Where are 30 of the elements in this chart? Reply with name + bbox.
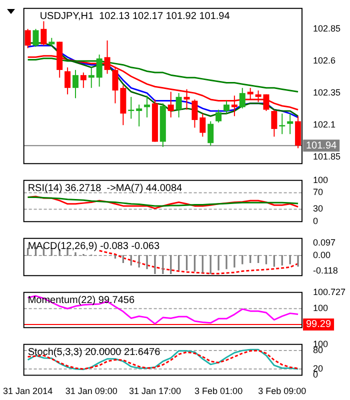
ref-line-label: 99.29	[306, 319, 332, 330]
candlestick	[279, 114, 286, 134]
y-tick-label: 0.00	[313, 250, 331, 260]
y-tick-label: 101.85	[313, 152, 341, 162]
x-tick-label: 31 Jan 2014	[3, 386, 53, 396]
y-tick-label: -0.118	[313, 265, 338, 276]
chart-title: RSI(14) 36.2718 ->MA(7) 44.0084	[28, 183, 183, 194]
y-tick-label: 100	[313, 174, 328, 185]
y-tick-label: 30	[313, 204, 324, 214]
y-tick-label: 0.097	[313, 237, 336, 248]
x-tick-label: 3 Feb 09:00	[258, 386, 306, 396]
x-tick-label: 31 Jan 17:00	[128, 386, 181, 396]
y-tick-label: 100	[313, 303, 328, 314]
line-series	[98, 250, 299, 274]
y-tick-label: 70	[313, 187, 324, 198]
candlestick	[128, 96, 134, 119]
y-tick-label: 102.1	[313, 120, 336, 130]
chart-title: Stoch(5,3,3) 20.0000 21.6476	[28, 347, 161, 358]
candlestick	[144, 96, 150, 118]
y-tick-label: 102.85	[313, 23, 341, 34]
x-tick-label: 31 Jan 09:00	[65, 386, 118, 396]
ref-line-label: 101.94	[306, 140, 338, 152]
x-tick-label: 3 Feb 01:00	[194, 386, 243, 396]
y-tick-label: 102.35	[313, 88, 341, 98]
chart-title: USDJPY,H1 102.13 102.17 101.92 101.94	[40, 11, 230, 22]
candlestick	[136, 104, 142, 126]
chart-title: MACD(12,26,9) -0.083 -0.063	[28, 241, 160, 252]
y-tick-label: 102.6	[313, 55, 336, 66]
y-tick-label: 100.727	[313, 286, 346, 297]
y-tick-label: 0	[313, 216, 318, 226]
